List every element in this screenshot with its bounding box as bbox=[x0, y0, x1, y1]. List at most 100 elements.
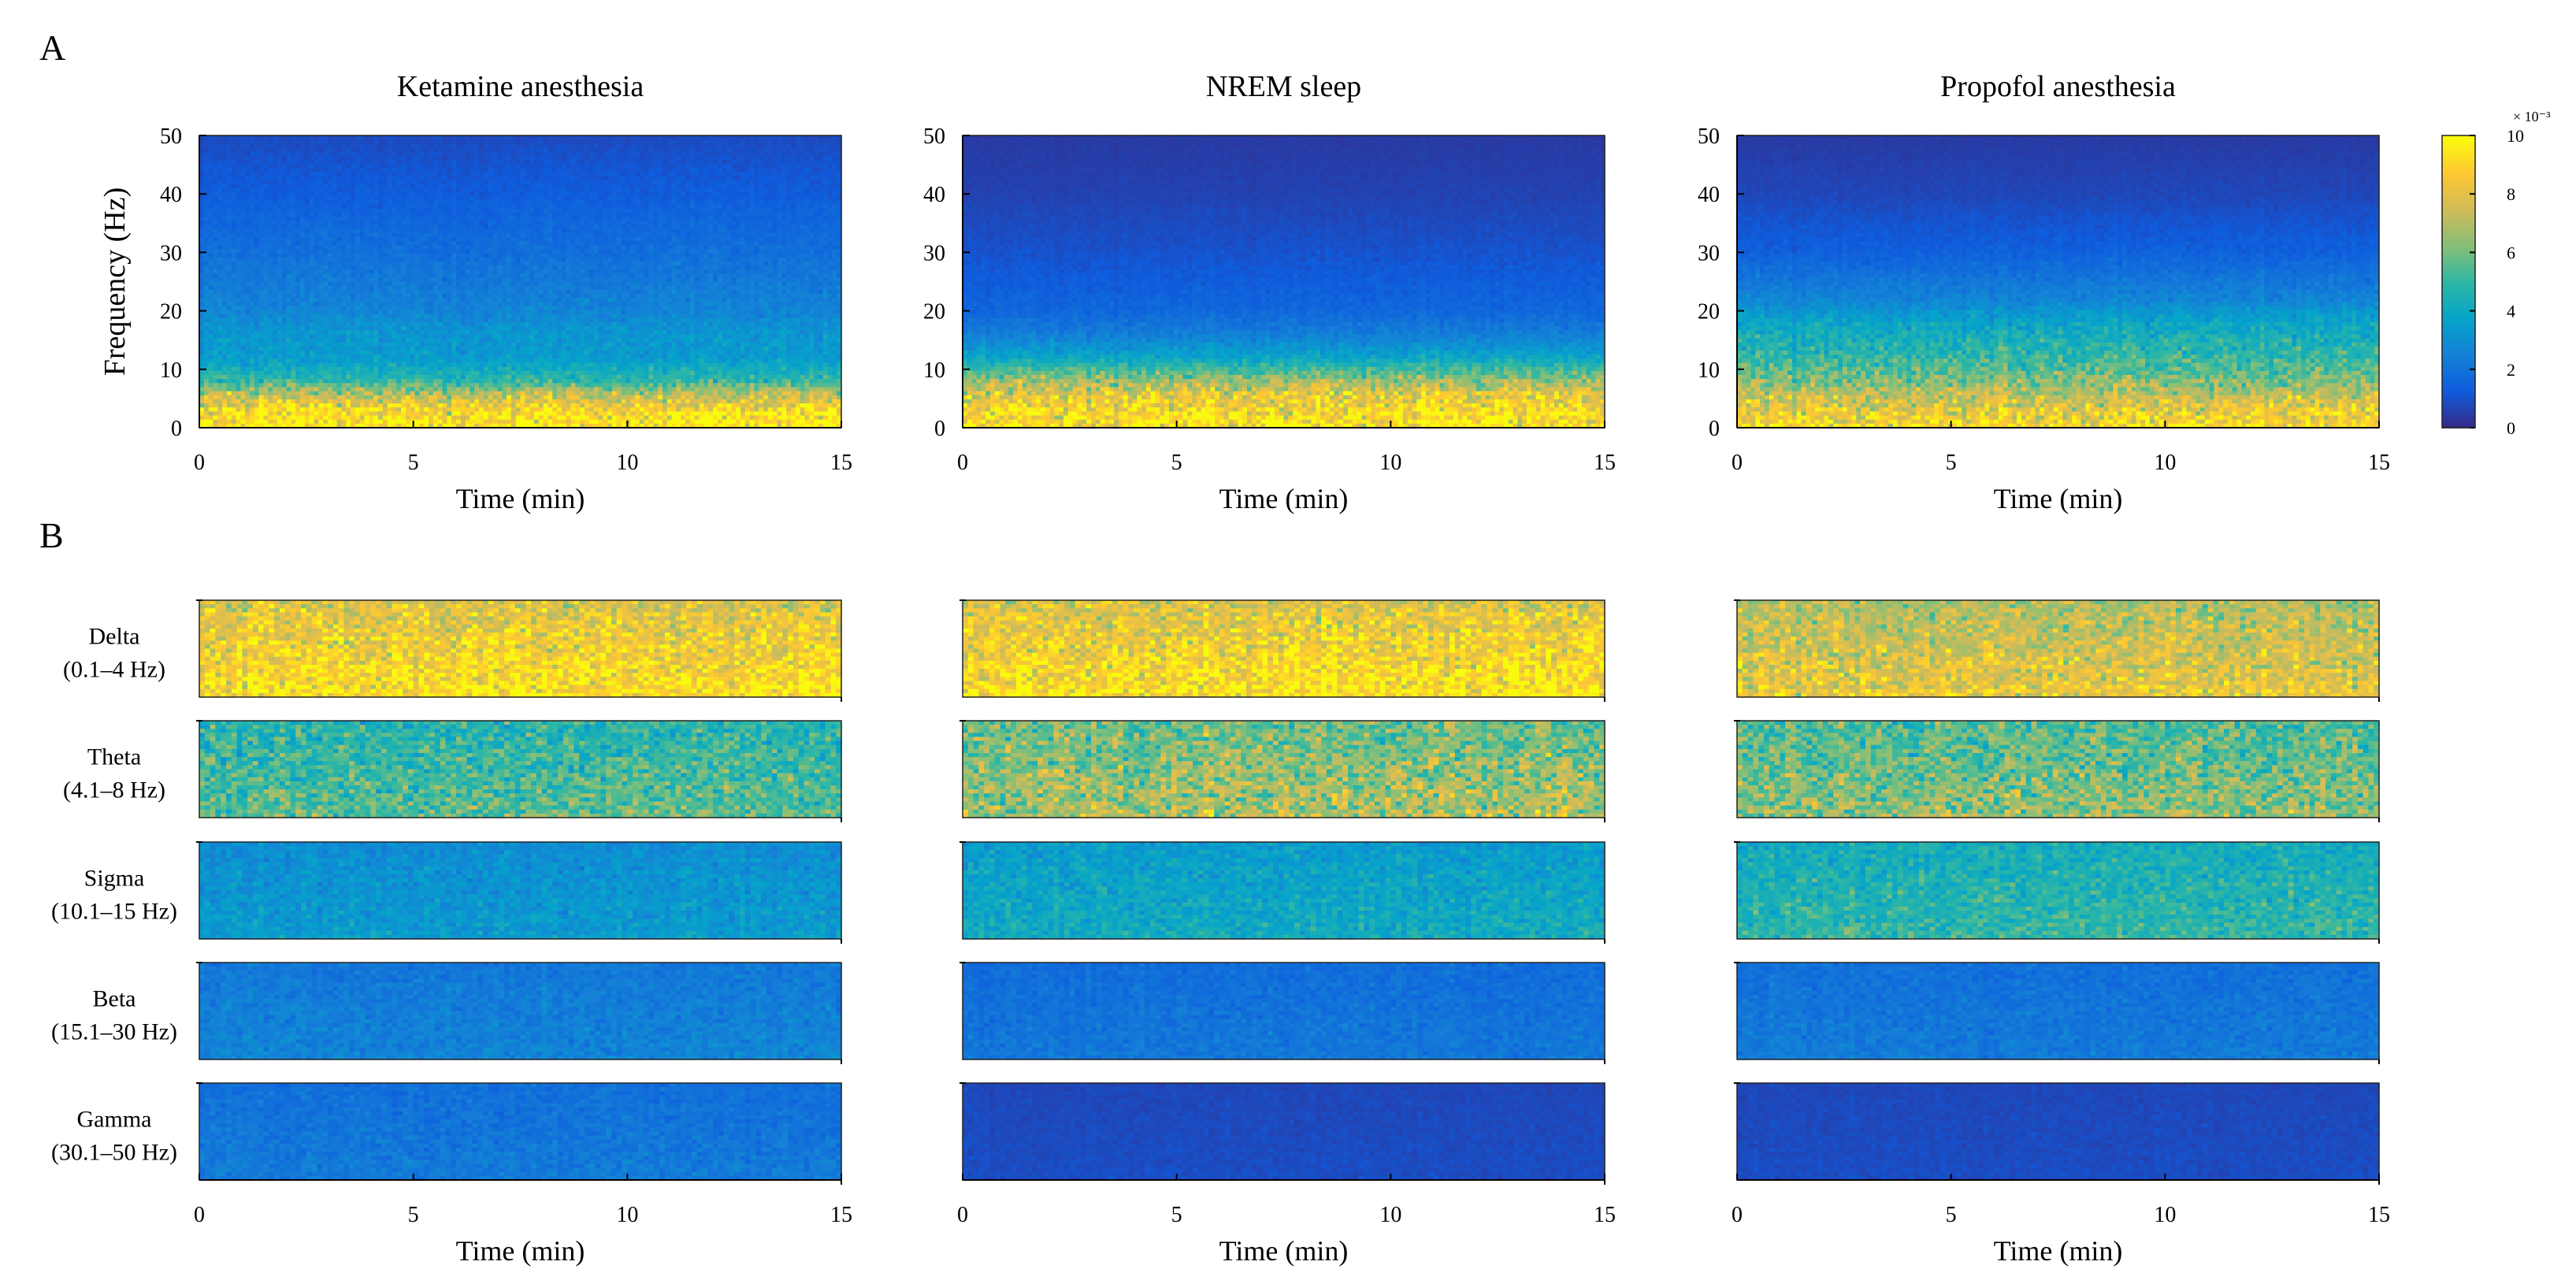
spectrogram-cell bbox=[433, 143, 438, 148]
spectrogram-cell bbox=[222, 156, 227, 161]
spectrogram-cell bbox=[736, 164, 741, 169]
spectrogram-cell bbox=[557, 156, 562, 161]
spectrogram-cell bbox=[804, 147, 809, 152]
spectrogram-cell bbox=[754, 164, 759, 169]
spectrogram-cell bbox=[300, 156, 305, 161]
spectrogram-cell bbox=[598, 139, 603, 144]
spectrogram-cell bbox=[328, 172, 332, 176]
spectrogram-cell bbox=[745, 152, 750, 157]
spectrogram-cell bbox=[663, 164, 667, 169]
spectrogram-cell bbox=[663, 160, 667, 165]
spectrogram-cell bbox=[204, 176, 209, 181]
spectrogram-cell bbox=[213, 139, 217, 144]
spectrogram-cell bbox=[346, 156, 351, 161]
spectrogram-cell bbox=[534, 160, 539, 165]
spectrogram-cell bbox=[809, 164, 814, 169]
spectrogram-cell bbox=[323, 152, 328, 157]
spectrogram-cell bbox=[525, 139, 529, 144]
spectrogram-cell bbox=[731, 147, 736, 152]
spectrogram-cell bbox=[525, 143, 529, 148]
spectrogram-cell bbox=[378, 139, 383, 144]
spectrogram-cell bbox=[731, 152, 736, 157]
spectrogram-cell bbox=[369, 135, 373, 140]
spectrogram-cell bbox=[273, 176, 277, 181]
spectrogram-cell bbox=[667, 152, 672, 157]
spectrogram-cell bbox=[736, 139, 741, 144]
spectrogram-cell bbox=[204, 172, 209, 176]
spectrogram-cell bbox=[433, 172, 438, 176]
spectrogram-cell bbox=[607, 152, 612, 157]
spectrogram-cell bbox=[667, 172, 672, 176]
spectrogram-cell bbox=[424, 156, 429, 161]
spectrogram-cell bbox=[603, 164, 607, 169]
spectrogram-cell bbox=[355, 160, 360, 165]
spectrogram-cell bbox=[443, 156, 447, 161]
spectrogram-cell bbox=[534, 156, 539, 161]
spectrogram-cell bbox=[635, 160, 640, 165]
spectrogram-cell bbox=[544, 139, 548, 144]
spectrogram-cell bbox=[369, 147, 373, 152]
spectrogram-cell bbox=[222, 139, 227, 144]
spectrogram-cell bbox=[323, 143, 328, 148]
spectrogram-cell bbox=[245, 168, 250, 173]
spectrogram-cell bbox=[562, 135, 566, 140]
spectrogram-cell bbox=[259, 147, 264, 152]
spectrogram-cell bbox=[562, 168, 566, 173]
spectrogram-cell bbox=[566, 164, 571, 169]
spectrogram-cell bbox=[685, 147, 690, 152]
spectrogram-cell bbox=[726, 172, 731, 176]
spectrogram-cell bbox=[814, 139, 818, 144]
spectrogram-cell bbox=[562, 160, 566, 165]
spectrogram-cell bbox=[373, 143, 378, 148]
spectrogram-cell bbox=[612, 152, 617, 157]
spectrogram-cell bbox=[690, 152, 695, 157]
spectrogram-cell bbox=[277, 176, 282, 181]
spectrogram-cell bbox=[502, 156, 507, 161]
spectrogram-cell bbox=[786, 172, 791, 176]
spectrogram-cell bbox=[786, 152, 791, 157]
spectrogram-cell bbox=[328, 152, 332, 157]
spectrogram-cell bbox=[525, 152, 529, 157]
spectrogram-cell bbox=[355, 143, 360, 148]
spectrogram-cell bbox=[511, 160, 516, 165]
spectrogram-cell bbox=[245, 176, 250, 181]
spectrogram-cell bbox=[511, 156, 516, 161]
spectrogram-cell bbox=[250, 168, 254, 173]
spectrogram-cell bbox=[396, 164, 401, 169]
spectrogram-cell bbox=[741, 156, 745, 161]
spectrogram-cell bbox=[672, 172, 677, 176]
spectrogram-cell bbox=[493, 143, 498, 148]
spectrogram-cell bbox=[451, 176, 456, 181]
spectrogram-cell bbox=[690, 143, 695, 148]
spectrogram-cell bbox=[236, 147, 241, 152]
spectrogram-cell bbox=[741, 135, 745, 140]
spectrogram-cell bbox=[562, 152, 566, 157]
spectrogram-cell bbox=[612, 147, 617, 152]
spectrogram-cell bbox=[529, 152, 534, 157]
spectrogram-cell bbox=[433, 156, 438, 161]
spectrogram-cell bbox=[406, 160, 410, 165]
spectrogram-cell bbox=[323, 147, 328, 152]
spectrogram-cell bbox=[466, 160, 470, 165]
spectrogram-cell bbox=[800, 156, 805, 161]
spectrogram-cell bbox=[750, 135, 755, 140]
spectrogram-cell bbox=[273, 135, 277, 140]
spectrogram-cell bbox=[585, 164, 589, 169]
spectrogram-cell bbox=[410, 135, 415, 140]
spectrogram-cell bbox=[562, 139, 566, 144]
spectrogram-cell bbox=[323, 135, 328, 140]
spectrogram-cell bbox=[451, 160, 456, 165]
spectrogram-cell bbox=[731, 160, 736, 165]
spectrogram-cell bbox=[786, 135, 791, 140]
spectrogram-cell bbox=[341, 147, 346, 152]
spectrogram-cell bbox=[525, 164, 529, 169]
spectrogram-cell bbox=[470, 147, 474, 152]
spectrogram-cell bbox=[768, 168, 773, 173]
spectrogram-cell bbox=[585, 172, 589, 176]
spectrogram-cell bbox=[617, 172, 622, 176]
spectrogram-cell bbox=[346, 143, 351, 148]
spectrogram-cell bbox=[575, 135, 580, 140]
spectrogram-cell bbox=[236, 176, 241, 181]
spectrogram-cell bbox=[781, 135, 786, 140]
spectrogram-cell bbox=[534, 168, 539, 173]
